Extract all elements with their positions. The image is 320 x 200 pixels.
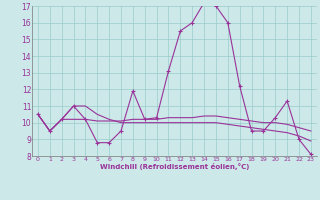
- X-axis label: Windchill (Refroidissement éolien,°C): Windchill (Refroidissement éolien,°C): [100, 163, 249, 170]
